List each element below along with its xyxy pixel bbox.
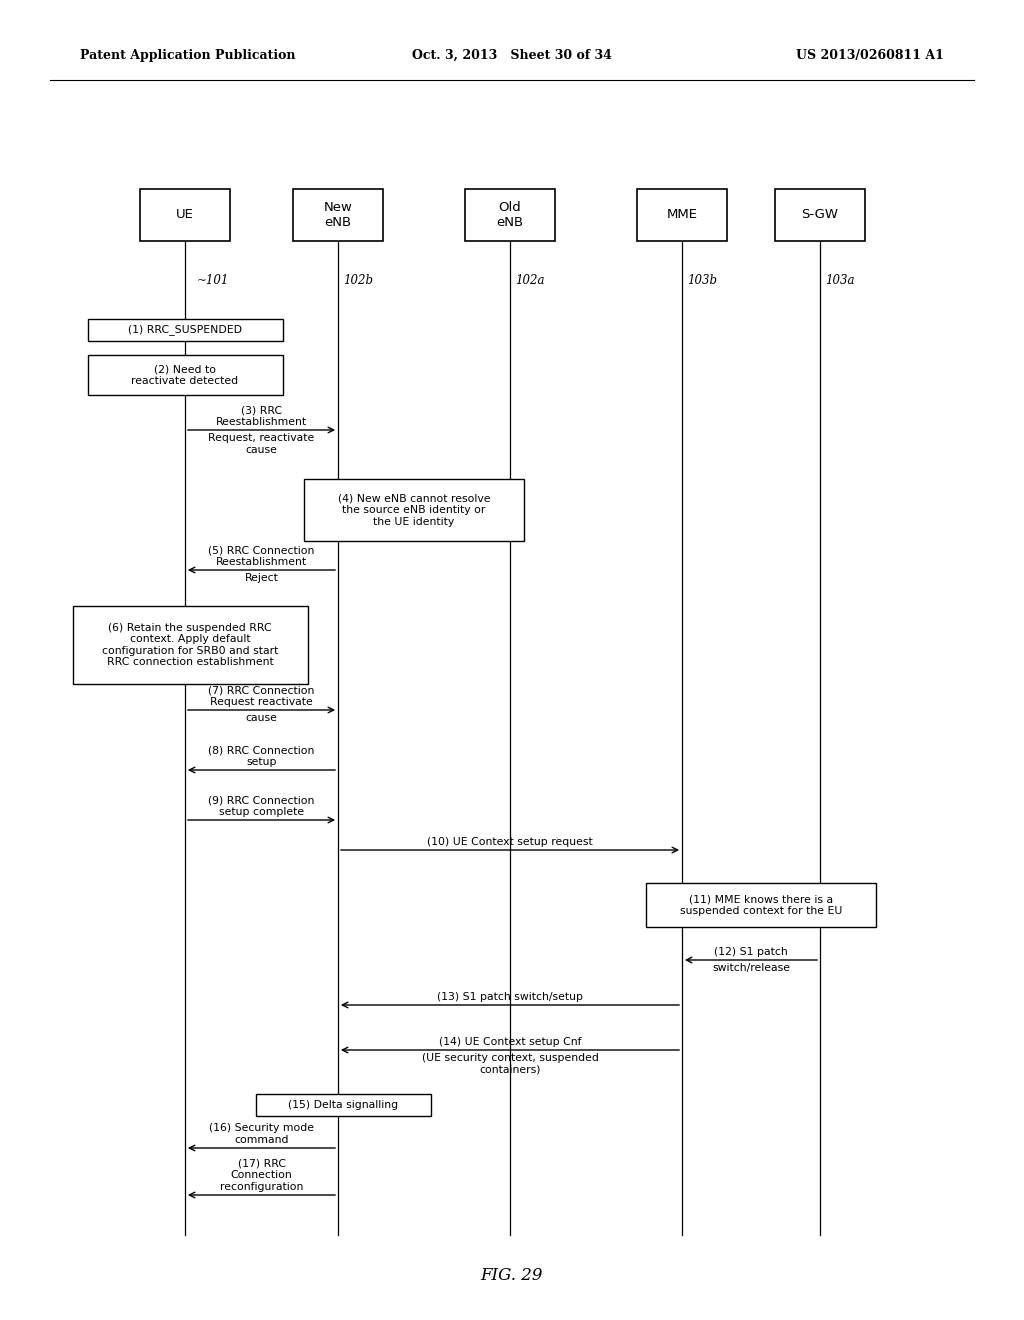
Text: US 2013/0260811 A1: US 2013/0260811 A1 bbox=[796, 49, 944, 62]
Text: Patent Application Publication: Patent Application Publication bbox=[80, 49, 296, 62]
Text: (5) RRC Connection
Reestablishment: (5) RRC Connection Reestablishment bbox=[208, 545, 314, 568]
Text: (12) S1 patch: (12) S1 patch bbox=[714, 946, 787, 957]
Text: S-GW: S-GW bbox=[802, 209, 839, 222]
Text: 102b: 102b bbox=[343, 273, 373, 286]
Text: MME: MME bbox=[667, 209, 697, 222]
Text: (3) RRC
Reestablishment: (3) RRC Reestablishment bbox=[216, 405, 307, 426]
Text: Request, reactivate
cause: Request, reactivate cause bbox=[208, 433, 314, 454]
Text: (8) RRC Connection
setup: (8) RRC Connection setup bbox=[208, 746, 314, 767]
Text: 102a: 102a bbox=[515, 273, 545, 286]
Text: switch/release: switch/release bbox=[712, 964, 790, 973]
Bar bbox=[140, 189, 230, 242]
Text: (2) Need to
reactivate detected: (2) Need to reactivate detected bbox=[131, 364, 239, 385]
Text: (4) New eNB cannot resolve
the source eNB identity or
the UE identity: (4) New eNB cannot resolve the source eN… bbox=[338, 494, 490, 527]
Bar bbox=[87, 355, 283, 395]
Text: (1) RRC_SUSPENDED: (1) RRC_SUSPENDED bbox=[128, 325, 242, 335]
Bar bbox=[775, 189, 865, 242]
Bar bbox=[465, 189, 555, 242]
Text: (6) Retain the suspended RRC
context. Apply default
configuration for SRB0 and s: (6) Retain the suspended RRC context. Ap… bbox=[101, 623, 279, 668]
Text: (11) MME knows there is a
suspended context for the EU: (11) MME knows there is a suspended cont… bbox=[680, 894, 842, 916]
Text: (9) RRC Connection
setup complete: (9) RRC Connection setup complete bbox=[208, 796, 314, 817]
Text: (UE security context, suspended
containers): (UE security context, suspended containe… bbox=[422, 1053, 598, 1074]
Text: (7) RRC Connection
Request reactivate: (7) RRC Connection Request reactivate bbox=[208, 685, 314, 708]
Text: Oct. 3, 2013   Sheet 30 of 34: Oct. 3, 2013 Sheet 30 of 34 bbox=[412, 49, 612, 62]
Text: (15) Delta signalling: (15) Delta signalling bbox=[288, 1100, 398, 1110]
Text: (10) UE Context setup request: (10) UE Context setup request bbox=[427, 837, 593, 847]
Text: (16) Security mode
command: (16) Security mode command bbox=[209, 1123, 314, 1144]
Bar bbox=[637, 189, 727, 242]
Text: (14) UE Context setup Cnf: (14) UE Context setup Cnf bbox=[438, 1038, 582, 1047]
Bar bbox=[73, 606, 307, 684]
Text: New
eNB: New eNB bbox=[324, 201, 352, 228]
Text: Old
eNB: Old eNB bbox=[497, 201, 523, 228]
Bar bbox=[304, 479, 524, 541]
Text: cause: cause bbox=[246, 713, 278, 723]
Text: FIG. 29: FIG. 29 bbox=[480, 1266, 544, 1283]
Text: ~101: ~101 bbox=[197, 273, 229, 286]
Bar bbox=[256, 1094, 430, 1115]
Text: Reject: Reject bbox=[245, 573, 279, 583]
Text: UE: UE bbox=[176, 209, 194, 222]
Bar bbox=[646, 883, 876, 927]
Text: 103a: 103a bbox=[825, 273, 854, 286]
Bar bbox=[87, 319, 283, 341]
Bar bbox=[293, 189, 383, 242]
Text: (17) RRC
Connection
reconfiguration: (17) RRC Connection reconfiguration bbox=[220, 1159, 303, 1192]
Text: (13) S1 patch switch/setup: (13) S1 patch switch/setup bbox=[437, 993, 583, 1002]
Text: 103b: 103b bbox=[687, 273, 717, 286]
